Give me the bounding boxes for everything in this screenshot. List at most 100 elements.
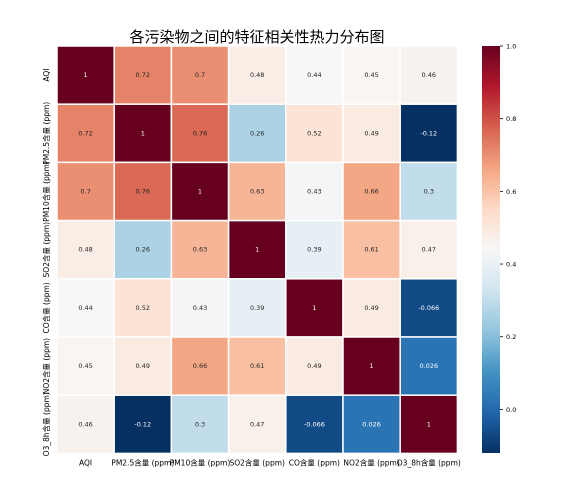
cell-label-1-0: 0.72 <box>78 129 92 137</box>
cell-label-5-6: 0.026 <box>419 362 438 370</box>
heatmap-cell-3-5 <box>342 219 401 280</box>
heatmap-cells: 1 0.72 0.7 0.48 0.44 0.45 0.46 0.72 1 0.76 0.26 0.5… <box>56 45 459 455</box>
colorbar-tick-label-0: 0.0 <box>506 406 516 414</box>
column-label-3: SO2含量 (ppm) <box>229 457 285 467</box>
cell-label-1-3: 0.26 <box>250 129 264 137</box>
cell-label-5-1: 0.49 <box>136 362 150 370</box>
heatmap-cell-6-2 <box>170 394 230 455</box>
cell-label-2-4: 0.43 <box>307 188 321 196</box>
heatmap-cell-6-3 <box>227 394 287 455</box>
column-label-4: CO含量 (ppm) <box>289 457 340 467</box>
cell-label-5-0: 0.45 <box>78 362 92 370</box>
cell-label-5-2: 0.66 <box>193 362 207 370</box>
cell-label-1-2: 0.76 <box>193 129 207 137</box>
row-label-5: NO2含量 (ppm) <box>41 338 51 394</box>
heatmap-cell-6-5 <box>342 394 401 455</box>
cell-label-6-5: 0.026 <box>362 420 381 428</box>
heatmap-cell-4-2 <box>170 278 230 338</box>
heatmap-cell-3-1 <box>113 219 173 280</box>
cell-label-2-2: 1 <box>198 188 202 196</box>
heatmap-cell-2-1 <box>113 161 173 222</box>
cell-label-4-5: 0.49 <box>364 304 378 312</box>
colorbar-tick-label-2: 0.4 <box>506 261 516 269</box>
row-label-4: CO含量 (ppm) <box>41 282 51 333</box>
cell-label-4-2: 0.43 <box>193 304 207 312</box>
cell-label-0-4: 0.44 <box>307 71 321 79</box>
column-label-0: AQI <box>79 458 92 467</box>
cell-label-2-5: 0.66 <box>364 188 378 196</box>
chart-title: 各污染物之间的特征相关性热力分布图 <box>129 28 384 46</box>
row-label-1: PM2.5含量 (ppm) <box>41 102 51 165</box>
heatmap-cell-2-4 <box>285 161 344 222</box>
colorbar-tick-label-5: 1.0 <box>506 43 516 51</box>
cell-label-6-2: 0.3 <box>195 420 205 428</box>
row-label-6: O3_8h含量 (ppm) <box>41 392 51 456</box>
heatmap-cell-4-0 <box>56 278 115 338</box>
cell-label-5-5: 1 <box>370 362 374 370</box>
cell-label-1-5: 0.49 <box>364 129 378 137</box>
heatmap-cell-6-4 <box>285 394 344 455</box>
heatmap-cell-5-0 <box>56 336 115 396</box>
cell-label-4-0: 0.44 <box>78 304 92 312</box>
cell-label-4-4: 1 <box>312 304 316 312</box>
column-labels: AQI PM2.5含量 (ppm)PM10含量 (ppm) SO2含量 (ppm) C… <box>79 457 461 467</box>
cell-label-2-6: 0.3 <box>424 188 434 196</box>
cell-label-0-0: 1 <box>84 71 88 79</box>
cell-label-3-2: 0.63 <box>193 246 207 254</box>
cell-label-1-4: 0.52 <box>307 129 321 137</box>
heatmap-cell-2-5 <box>342 161 401 222</box>
cell-label-0-2: 0.7 <box>195 71 205 79</box>
heatmap-cell-1-2 <box>170 103 230 164</box>
cell-label-0-3: 0.48 <box>250 71 264 79</box>
cell-label-1-1: 1 <box>141 129 145 137</box>
row-label-3: SO2含量 (ppm) <box>41 222 51 278</box>
colorbar-tick-label-1: 0.2 <box>506 333 516 341</box>
cell-label-4-6: -0.066 <box>418 304 439 312</box>
heatmap-cell-0-0 <box>56 45 115 105</box>
heatmap-cell-6-6 <box>399 394 459 455</box>
cell-label-6-4: -0.066 <box>304 420 325 428</box>
heatmap-cell-5-6 <box>399 336 459 396</box>
heatmap-cell-1-6 <box>399 103 459 164</box>
cell-label-3-5: 0.61 <box>364 246 378 254</box>
heatmap-cell-2-3 <box>227 161 287 222</box>
cell-label-2-3: 0.63 <box>250 188 264 196</box>
heatmap-cell-5-4 <box>285 336 344 396</box>
column-label-6: O3_8h含量 (ppm) <box>397 457 461 467</box>
heatmap-cell-0-1 <box>113 45 173 105</box>
cell-label-3-3: 1 <box>255 246 259 254</box>
cell-label-0-5: 0.45 <box>364 71 378 79</box>
cell-label-3-4: 0.39 <box>307 246 321 254</box>
cell-label-5-4: 0.49 <box>307 362 321 370</box>
cell-label-1-6: -0.12 <box>420 129 437 137</box>
cell-label-2-0: 0.7 <box>80 188 90 196</box>
heatmap-cell-2-6 <box>399 161 459 222</box>
column-label-5: NO2含量 (ppm) <box>343 457 399 467</box>
heatmap-cell-2-2 <box>170 161 230 222</box>
cell-label-3-6: 0.47 <box>422 246 436 254</box>
heatmap-cell-3-0 <box>56 219 115 280</box>
heatmap-cell-0-5 <box>342 45 401 105</box>
cell-label-3-0: 0.48 <box>78 246 92 254</box>
row-label-2: PM10含量 (ppm) <box>41 161 51 222</box>
colorbar-tick-label-3: 0.6 <box>506 188 516 196</box>
cell-label-0-6: 0.46 <box>422 71 436 79</box>
cell-label-2-1: 0.76 <box>136 188 150 196</box>
cell-label-6-3: 0.47 <box>250 420 264 428</box>
row-labels: AQI PM2.5含量 (ppm)PM10含量 (ppm)SO2含量 (ppm) C… <box>41 69 51 457</box>
cell-label-3-1: 0.26 <box>136 246 150 254</box>
cell-label-4-1: 0.52 <box>136 304 150 312</box>
heatmap-cell-3-6 <box>399 219 459 280</box>
heatmap-cell-5-1 <box>113 336 173 396</box>
colorbar-gradient <box>482 46 500 453</box>
cell-label-6-0: 0.46 <box>78 420 92 428</box>
cell-label-4-3: 0.39 <box>250 304 264 312</box>
heatmap-cell-1-0 <box>56 103 115 164</box>
column-label-1: PM2.5含量 (ppm) <box>111 457 174 467</box>
cell-label-5-3: 0.61 <box>250 362 264 370</box>
heatmap-cell-1-4 <box>285 103 344 164</box>
column-label-2: PM10含量 (ppm) <box>170 457 231 467</box>
cell-label-6-1: -0.12 <box>134 420 151 428</box>
